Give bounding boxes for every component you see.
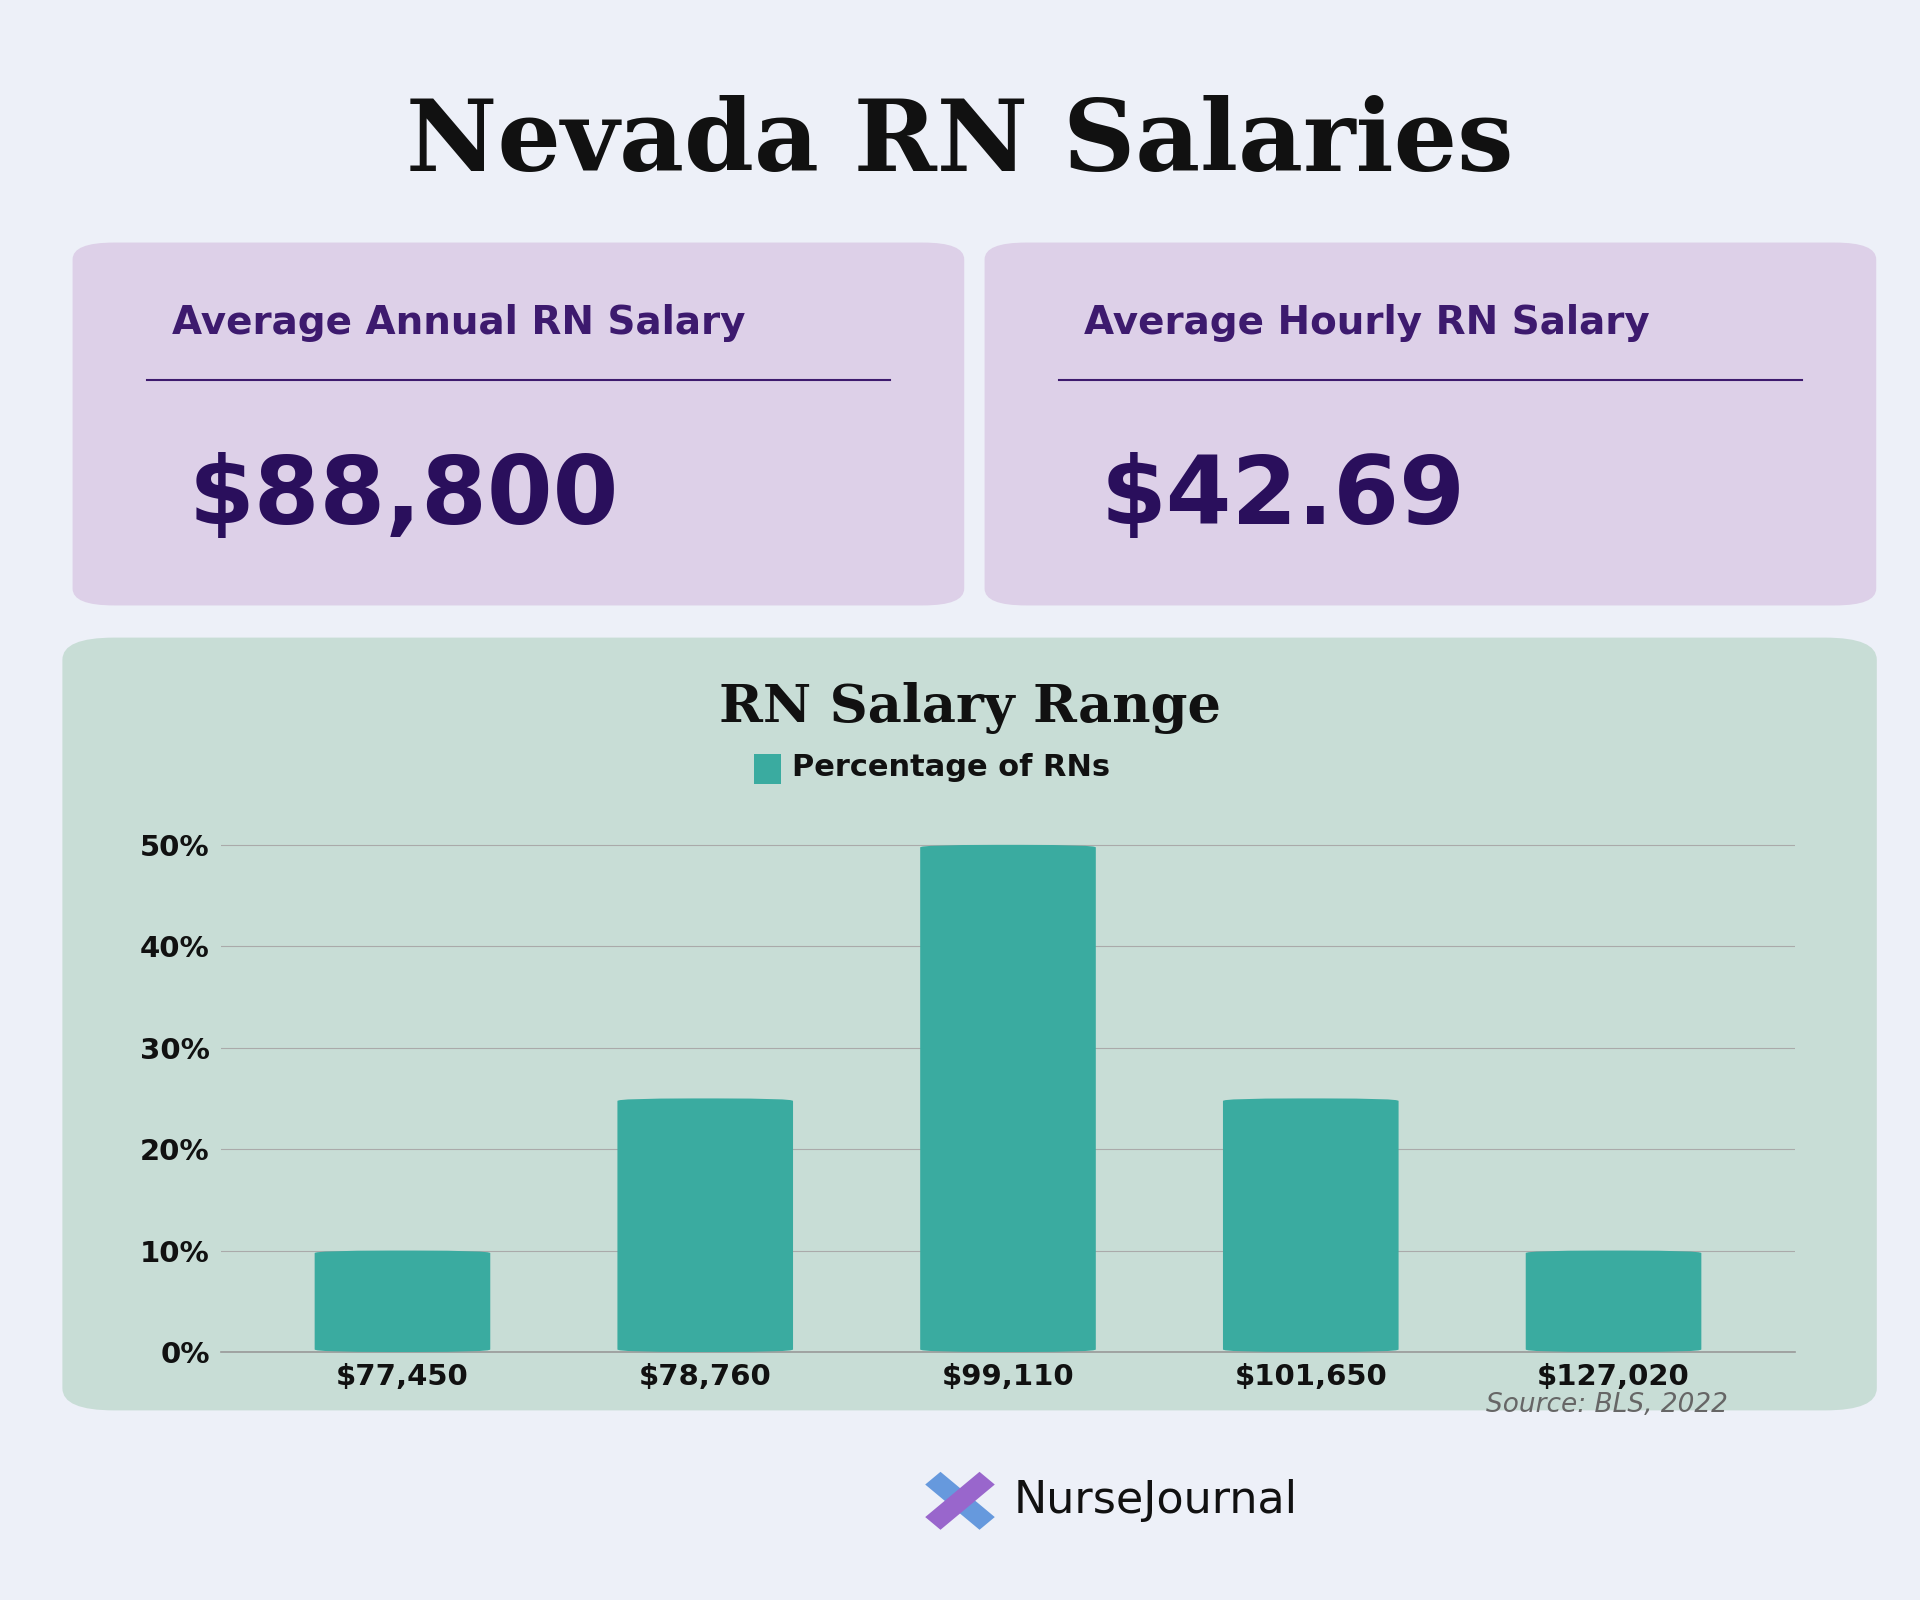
Text: RN Salary Range: RN Salary Range bbox=[718, 682, 1221, 733]
Bar bbox=[755, 754, 781, 784]
FancyBboxPatch shape bbox=[920, 845, 1096, 1352]
Text: Average Hourly RN Salary: Average Hourly RN Salary bbox=[1083, 304, 1649, 342]
Polygon shape bbox=[925, 1472, 995, 1530]
FancyBboxPatch shape bbox=[73, 243, 964, 605]
Text: Average Annual RN Salary: Average Annual RN Salary bbox=[171, 304, 745, 342]
Text: Nevada RN Salaries: Nevada RN Salaries bbox=[407, 96, 1513, 192]
Text: $88,800: $88,800 bbox=[188, 451, 618, 544]
FancyBboxPatch shape bbox=[618, 1099, 793, 1352]
FancyBboxPatch shape bbox=[1223, 1099, 1398, 1352]
Text: NurseJournal: NurseJournal bbox=[1014, 1480, 1298, 1522]
Text: Source: BLS, 2022: Source: BLS, 2022 bbox=[1486, 1392, 1728, 1418]
FancyBboxPatch shape bbox=[985, 243, 1876, 605]
FancyBboxPatch shape bbox=[315, 1251, 490, 1352]
Text: Percentage of RNs: Percentage of RNs bbox=[791, 754, 1110, 782]
FancyBboxPatch shape bbox=[61, 637, 1878, 1411]
Text: $42.69: $42.69 bbox=[1100, 451, 1465, 544]
FancyBboxPatch shape bbox=[1526, 1251, 1701, 1352]
Polygon shape bbox=[925, 1472, 995, 1530]
